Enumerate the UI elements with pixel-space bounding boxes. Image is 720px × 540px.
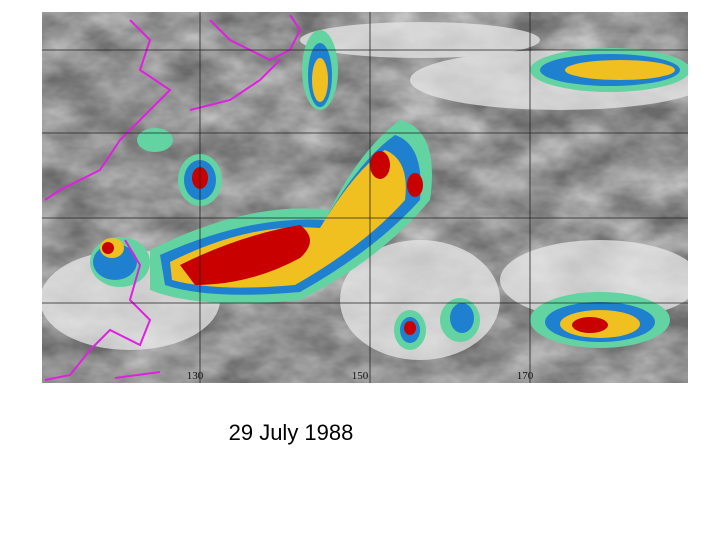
image bbox=[42, 12, 688, 383]
longitude-label: 130 bbox=[187, 370, 204, 382]
caption: 29 July 1988 bbox=[228, 420, 354, 445]
longitude-label: 150 bbox=[352, 370, 369, 382]
longitude-label: 170 bbox=[517, 370, 534, 382]
